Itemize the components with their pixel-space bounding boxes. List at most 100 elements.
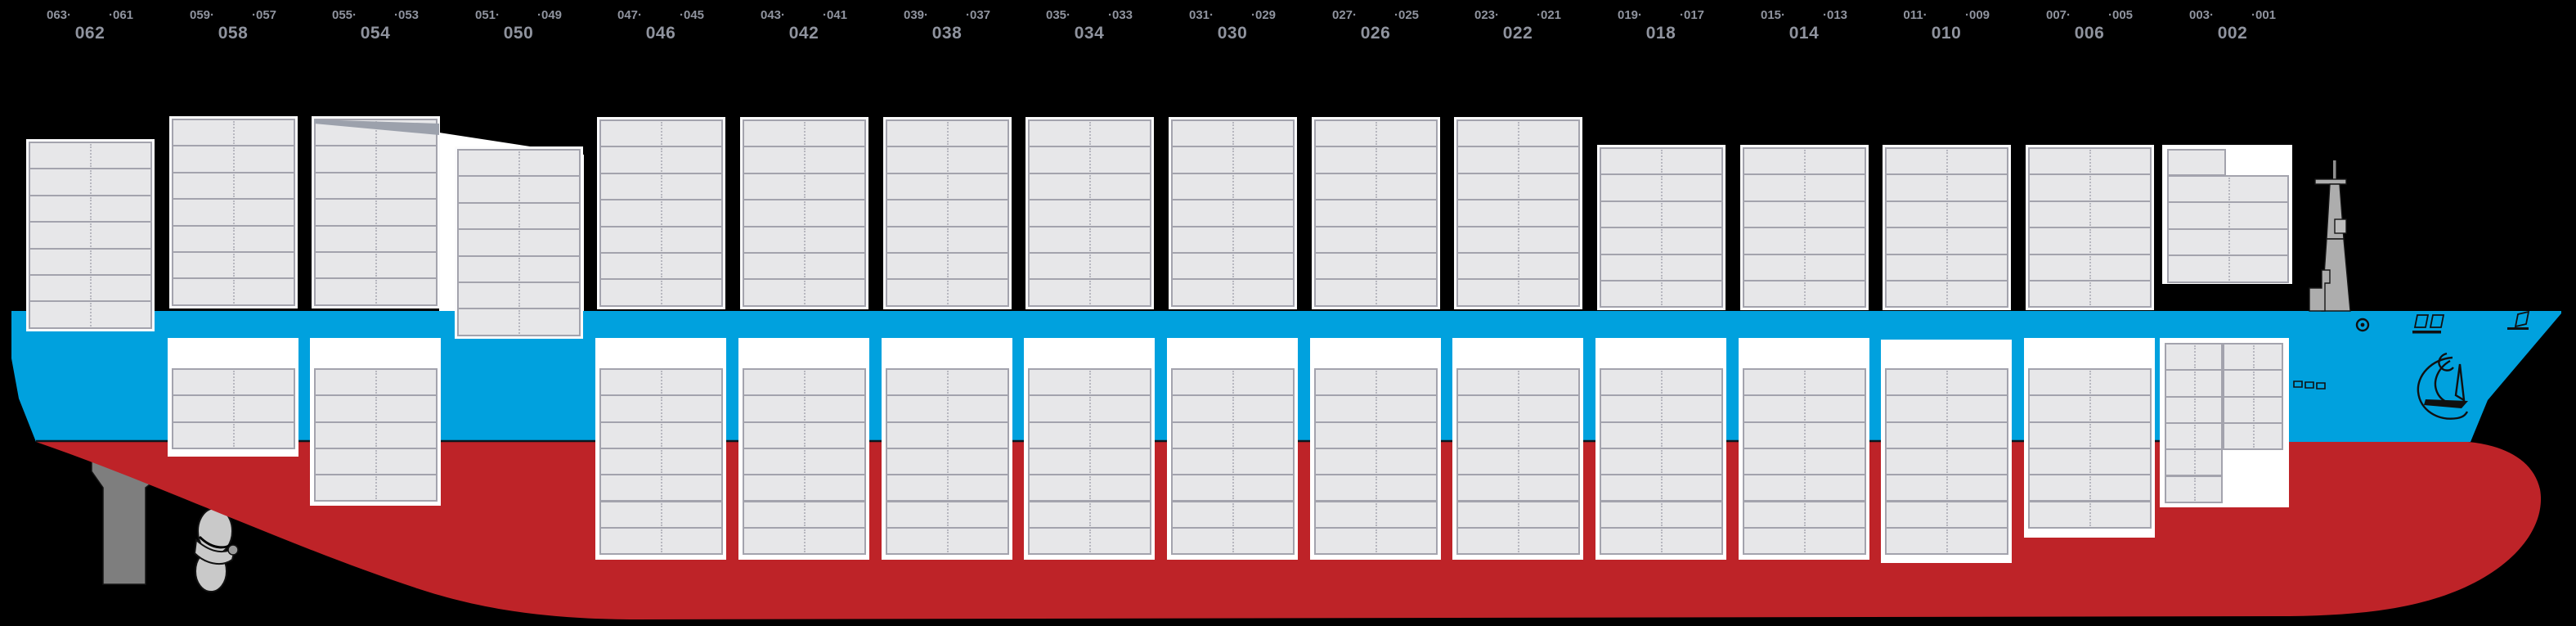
container-tier[interactable] [2223, 421, 2283, 451]
container-tier[interactable] [456, 308, 581, 336]
container-tier[interactable] [1884, 474, 2008, 502]
container-tier[interactable] [599, 278, 723, 307]
container-tier[interactable] [2027, 474, 2152, 502]
container-tier[interactable] [2165, 475, 2223, 503]
container-tier[interactable] [1027, 421, 1151, 449]
container-tier[interactable] [1456, 278, 1580, 307]
container-tier[interactable] [1742, 394, 1866, 423]
container-tier[interactable] [1884, 280, 2008, 308]
container-tier[interactable] [1027, 146, 1151, 174]
container-tier[interactable] [1027, 526, 1151, 556]
container-tier[interactable] [2223, 369, 2283, 398]
container-tier[interactable] [1599, 500, 1723, 529]
container-tier[interactable] [1027, 199, 1151, 227]
container-tier[interactable] [1742, 421, 1866, 449]
container-tier[interactable] [1884, 200, 2008, 229]
container-tier[interactable] [2027, 447, 2152, 476]
container-tier[interactable] [2027, 280, 2152, 308]
container-tier[interactable] [1742, 368, 1866, 397]
container-tier[interactable] [1313, 474, 1438, 502]
container-tier[interactable] [742, 368, 866, 397]
container-tier[interactable] [1599, 447, 1723, 476]
container-tier[interactable] [1884, 173, 2008, 202]
container-tier[interactable] [28, 300, 152, 329]
container-tier[interactable] [2167, 175, 2289, 204]
container-tier[interactable] [1170, 474, 1295, 502]
container-tier[interactable] [1313, 526, 1438, 556]
container-tier[interactable] [1456, 146, 1580, 174]
container-tier[interactable] [1599, 173, 1723, 202]
container-tier[interactable] [1313, 421, 1438, 449]
container-tier[interactable] [599, 146, 723, 174]
container-tier[interactable] [1884, 227, 2008, 255]
container-tier[interactable] [1313, 500, 1438, 529]
container-tier[interactable] [313, 421, 438, 449]
container-tier[interactable] [599, 252, 723, 281]
container-tier[interactable] [1313, 278, 1438, 307]
container-tier[interactable] [1742, 280, 1866, 308]
container-tier[interactable] [1456, 225, 1580, 254]
container-tier[interactable] [885, 252, 1009, 281]
container-tier[interactable] [313, 251, 438, 280]
container-tier[interactable] [1313, 447, 1438, 476]
container-tier[interactable] [885, 526, 1009, 556]
container-tier[interactable] [1599, 368, 1723, 397]
container-tier[interactable] [1170, 172, 1295, 201]
container-tier[interactable] [2027, 227, 2152, 255]
container-tier[interactable] [171, 421, 295, 449]
container-tier[interactable] [1599, 147, 1723, 176]
container-tier[interactable] [1742, 500, 1866, 529]
container-tier[interactable] [599, 199, 723, 227]
container-tier[interactable] [885, 368, 1009, 397]
container-tier[interactable] [885, 421, 1009, 449]
container-tier[interactable] [313, 368, 438, 397]
container-tier[interactable] [313, 277, 438, 306]
container-tier[interactable] [1027, 225, 1151, 254]
container-tier[interactable] [1170, 225, 1295, 254]
container-tier[interactable] [1170, 278, 1295, 307]
container-tier[interactable] [1599, 280, 1723, 308]
container-tier[interactable] [1456, 500, 1580, 529]
container-tier[interactable] [742, 119, 866, 148]
container-tier[interactable] [2165, 395, 2223, 424]
container-tier[interactable] [742, 278, 866, 307]
container-tier[interactable] [1599, 526, 1723, 556]
container-tier[interactable] [885, 278, 1009, 307]
container-tier[interactable] [2027, 500, 2152, 529]
container-tier[interactable] [313, 145, 438, 173]
container-tier[interactable] [599, 526, 723, 556]
container-tier[interactable] [742, 172, 866, 201]
container-tier[interactable] [1313, 252, 1438, 281]
container-tier[interactable] [1742, 526, 1866, 556]
container-tier[interactable] [1170, 368, 1295, 397]
container-tier[interactable] [1884, 526, 2008, 556]
container-tier[interactable] [171, 171, 295, 200]
container-tier[interactable] [1313, 146, 1438, 174]
container-tier[interactable] [171, 277, 295, 306]
container-tier[interactable] [885, 225, 1009, 254]
container-tier[interactable] [1742, 200, 1866, 229]
container-tier[interactable] [885, 199, 1009, 227]
container-tier[interactable] [1599, 227, 1723, 255]
container-tier[interactable] [885, 172, 1009, 201]
container-tier[interactable] [1456, 252, 1580, 281]
container-tier[interactable] [742, 394, 866, 423]
container-tier[interactable] [1884, 421, 2008, 449]
container-tier[interactable] [2027, 368, 2152, 397]
container-tier[interactable] [1884, 253, 2008, 281]
container-tier[interactable] [1027, 172, 1151, 201]
container-tier[interactable] [742, 500, 866, 529]
container-tier[interactable] [1742, 173, 1866, 202]
container-tier[interactable] [313, 474, 438, 502]
container-tier[interactable] [1170, 421, 1295, 449]
container-tier[interactable] [1170, 526, 1295, 556]
container-tier[interactable] [1599, 421, 1723, 449]
container-tier[interactable] [2027, 421, 2152, 449]
container-tier[interactable] [1456, 526, 1580, 556]
container-tier[interactable] [742, 526, 866, 556]
container-tier[interactable] [599, 225, 723, 254]
container-tier[interactable] [2167, 254, 2289, 283]
container-tier[interactable] [599, 421, 723, 449]
container-tier[interactable] [1027, 278, 1151, 307]
container-tier[interactable] [2165, 343, 2223, 372]
